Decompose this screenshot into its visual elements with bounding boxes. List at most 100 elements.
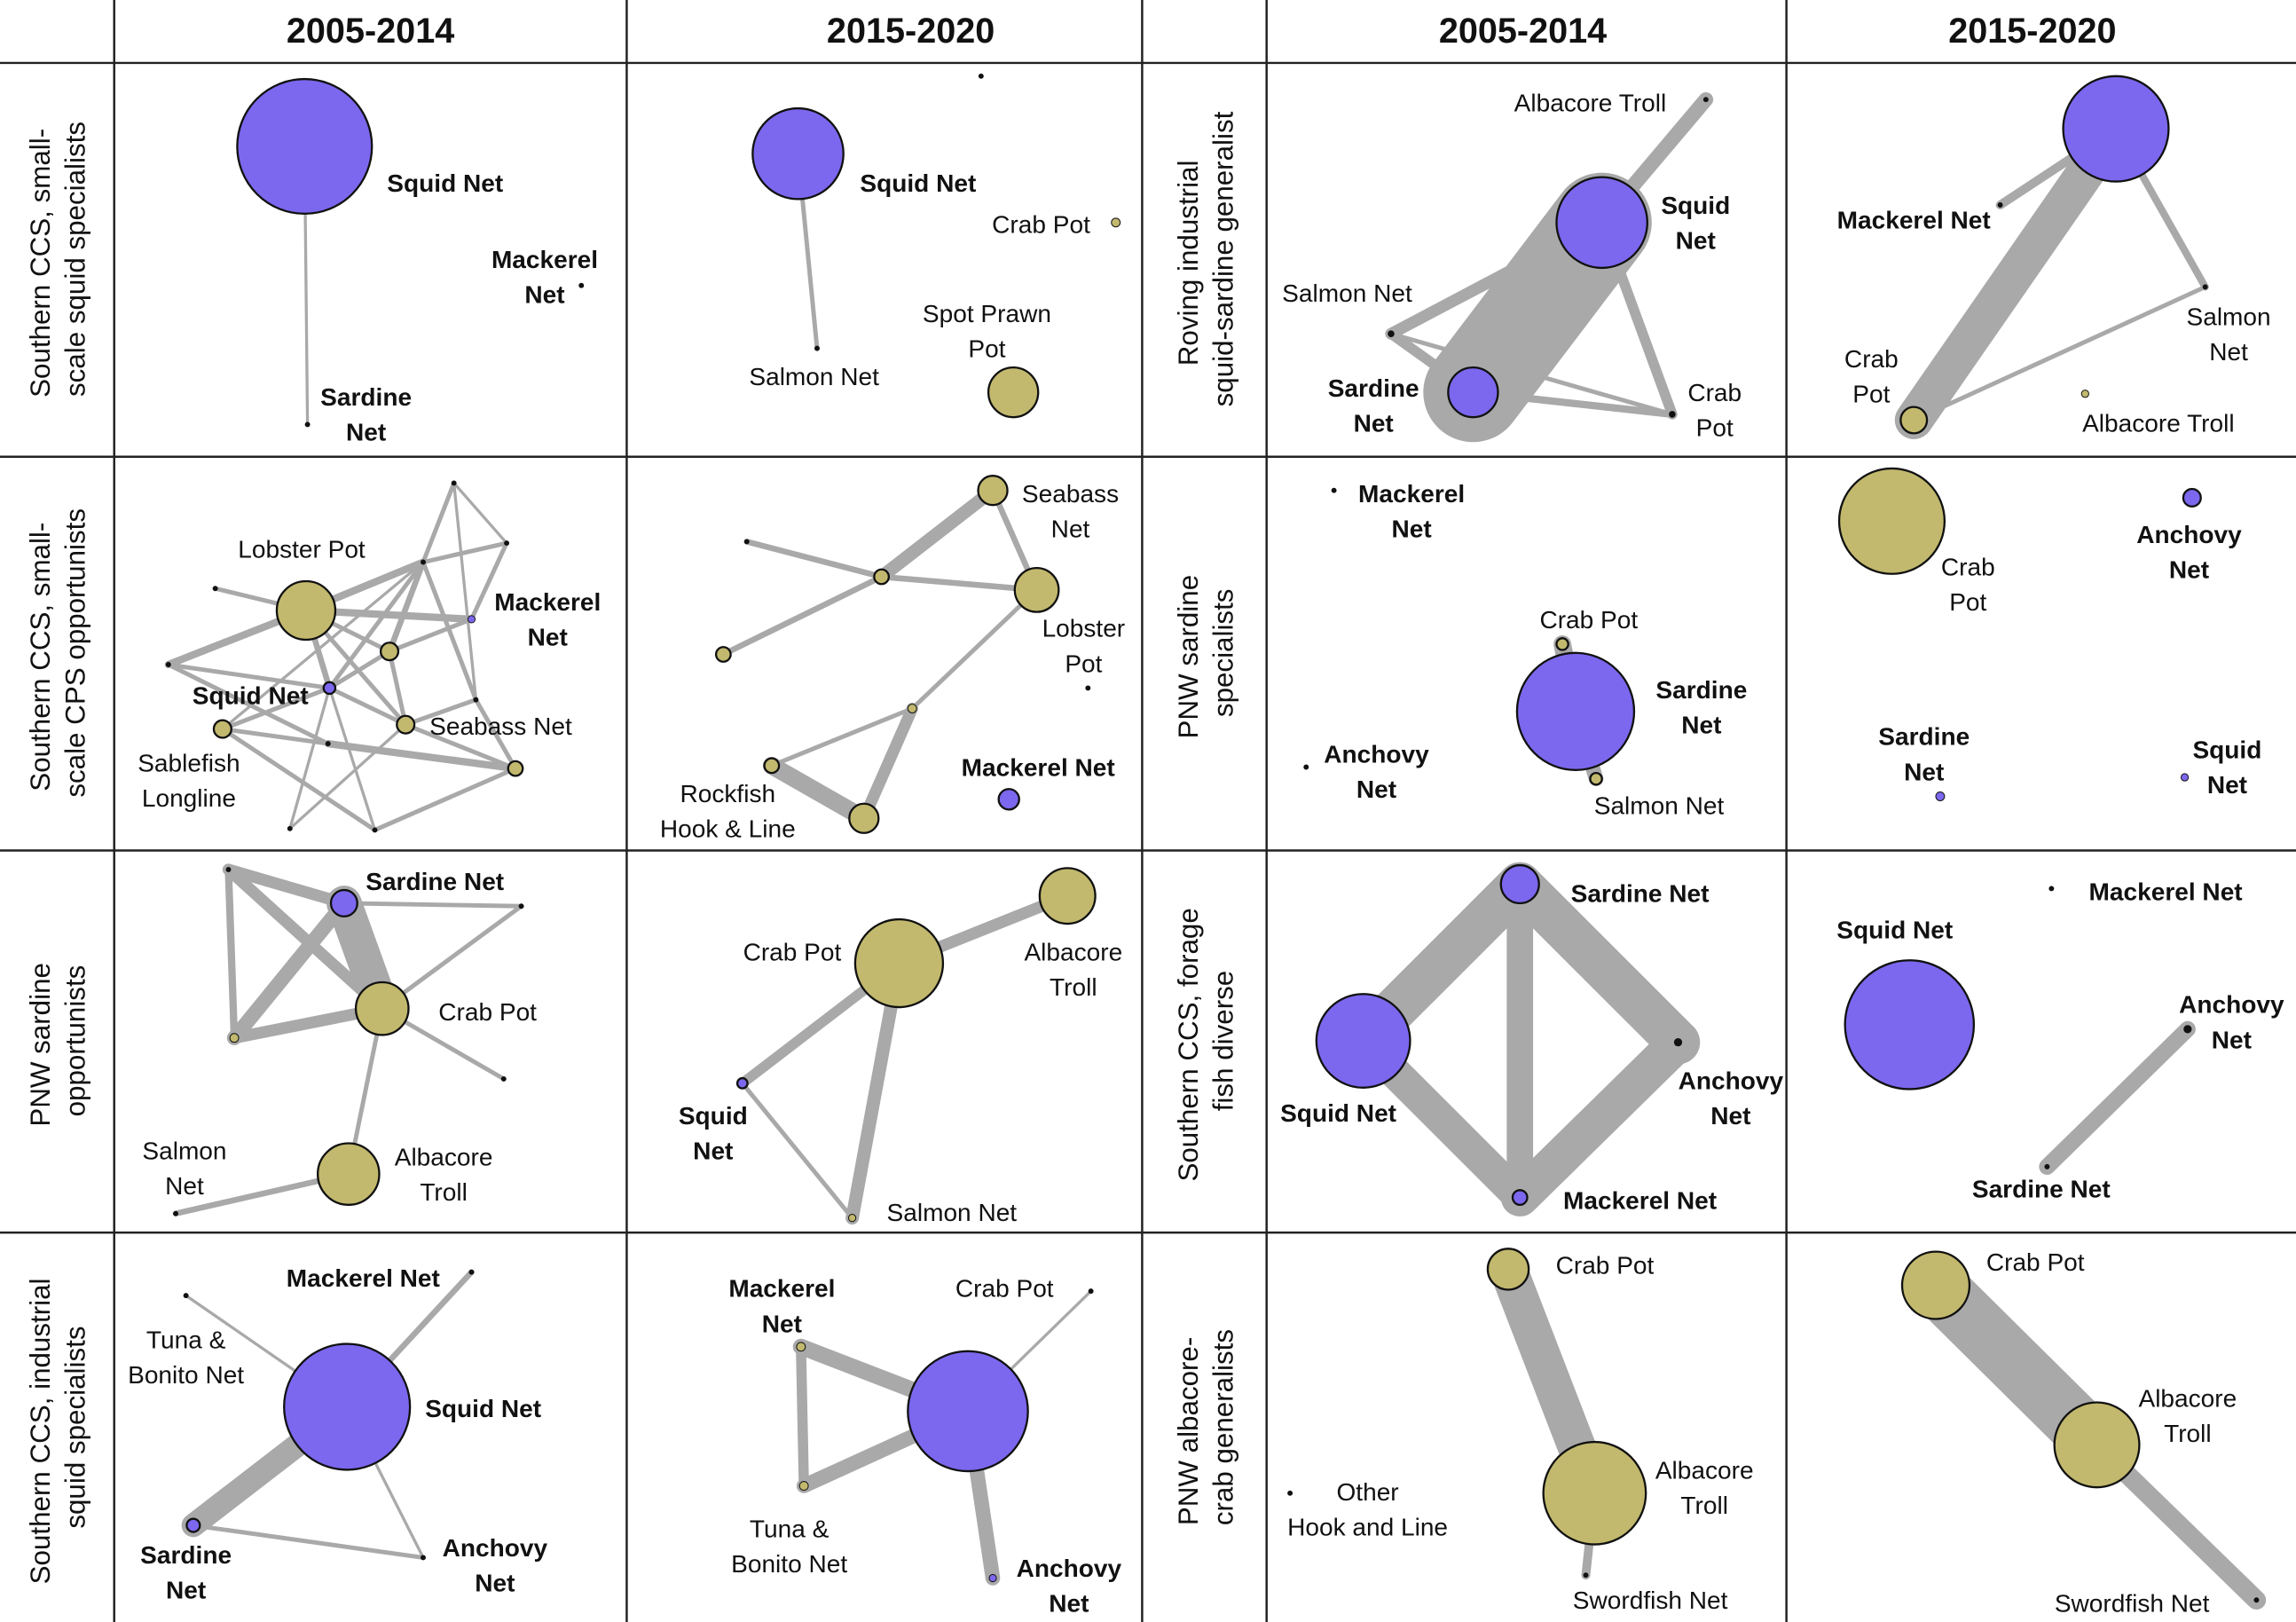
- network-node: [853, 917, 945, 1009]
- column-header: 2015-2020: [1948, 12, 2116, 51]
- node-label: Mackerel Net: [728, 1275, 835, 1338]
- node-label-line: Albacore: [2138, 1384, 2237, 1412]
- network-panel-p2: Squid Net Crab Pot Spot Prawn Pot Salmon Net: [749, 73, 1121, 419]
- node-label: Crab Pot: [1687, 379, 1742, 442]
- network-panel-p8: Crab Pot Anchovy Net Sardine Net Squid Net: [1837, 467, 2261, 801]
- node-label-line: Net: [762, 1310, 802, 1337]
- network-edge: [373, 766, 518, 832]
- node-label-line: Anchovy: [1324, 741, 1429, 768]
- network-edge: [342, 901, 524, 909]
- node-label: Squid Net: [193, 682, 309, 710]
- node-label-line: Squid Net: [387, 169, 503, 197]
- node-label-line: Sardine: [1878, 723, 1970, 751]
- network-node: [2048, 886, 2055, 892]
- network-panel-p4: Mackerel Net Salmon Net Crab Pot Albacore Tro…: [1837, 75, 2271, 439]
- node-label: Anchovy Net: [1324, 741, 1429, 804]
- node-label: Squid Net: [2192, 736, 2261, 799]
- network-node: [507, 760, 524, 777]
- network-node: [1555, 637, 1569, 651]
- network-panel-p12: Mackerel Net Squid Net Anchovy Net Sardine N…: [1836, 878, 2284, 1203]
- node-label-line: Squid: [1661, 192, 1730, 219]
- network-panel-p10: Crab Pot Albacore Troll Squid Net Salmon Net: [679, 867, 1122, 1226]
- network-node: [421, 1555, 426, 1561]
- node-label-line: Crab Pot: [1556, 1251, 1655, 1279]
- network-edge: [191, 1523, 426, 1560]
- network-node: [379, 642, 400, 662]
- network-node: [421, 559, 426, 565]
- node-label-line: Troll: [2164, 1420, 2212, 1447]
- node-label-line: Net: [1051, 515, 1090, 542]
- network-node: [212, 586, 218, 592]
- node-label-line: Squid Net: [425, 1395, 541, 1422]
- network-edge: [875, 484, 1000, 584]
- node-label: Salmon Net: [1594, 791, 1725, 819]
- node-label-line: Seabass Net: [429, 713, 572, 740]
- node-label: Salmon Net: [2187, 303, 2271, 366]
- node-label: Spot Prawn Pot: [923, 300, 1051, 363]
- node-label: Crab Pot: [438, 998, 537, 1026]
- node-label-line: Crab Pot: [743, 938, 842, 965]
- network-node: [504, 540, 510, 547]
- node-label: Squid Net: [1836, 917, 1953, 944]
- network-node: [322, 681, 337, 696]
- node-label-line: Hook and Line: [1287, 1514, 1448, 1541]
- node-label-line: Pot: [1065, 650, 1102, 677]
- network-edge: [720, 573, 885, 657]
- network-node: [978, 73, 984, 79]
- network-node: [2044, 1163, 2050, 1169]
- node-label-line: Sardine: [1655, 676, 1747, 704]
- node-label-line: Albacore Troll: [2082, 410, 2235, 437]
- network-edge: [421, 540, 509, 565]
- node-label-line: Crab Pot: [438, 998, 537, 1026]
- node-label-line: Swordfish Net: [1573, 1587, 1728, 1614]
- node-label-line: Tuna &: [146, 1326, 226, 1353]
- network-node: [275, 579, 337, 642]
- network-node: [317, 1142, 381, 1206]
- node-label-line: Lobster: [1042, 615, 1126, 642]
- network-node: [735, 1076, 749, 1090]
- network-node: [325, 741, 331, 747]
- network-node: [283, 1342, 412, 1471]
- network-edge: [858, 702, 918, 824]
- node-label-line: Crab: [1687, 379, 1742, 406]
- node-label: Seabass Net: [429, 713, 572, 740]
- node-label: Mackerel Net: [1563, 1187, 1717, 1215]
- network-node: [1935, 791, 1946, 801]
- network-node: [1589, 771, 1603, 786]
- node-label-line: Squid: [679, 1102, 748, 1130]
- node-label-line: Sardine: [140, 1541, 232, 1569]
- node-label: Squid Net: [679, 1102, 748, 1165]
- node-label: Sardine Net: [1328, 374, 1419, 437]
- node-label: Sardine Net: [366, 868, 504, 895]
- network-panel-p14: Mackerel Net Crab Pot Tuna & Bonito Net Ancho…: [728, 1275, 1121, 1618]
- node-label: Albacore Troll: [395, 1143, 493, 1206]
- node-label: Sardine Net: [140, 1541, 232, 1604]
- node-label-line: Squid Net: [860, 169, 976, 197]
- node-label-line: Net: [524, 281, 564, 309]
- node-label-line: Net: [475, 1569, 515, 1596]
- network-node: [873, 568, 891, 586]
- network-edge: [387, 649, 408, 728]
- network-panel-p13: Mackerel Net Tuna & Bonito Net Squid Net Anc…: [128, 1264, 547, 1603]
- network-node: [1900, 1250, 1971, 1320]
- node-label-line: Bonito Net: [731, 1550, 847, 1578]
- network-node: [329, 888, 358, 917]
- network-node: [977, 475, 1009, 507]
- node-label: Squid Net: [1280, 1099, 1396, 1127]
- network-edge: [473, 697, 518, 771]
- node-label-line: Net: [1049, 1589, 1089, 1617]
- node-label: Swordfish Net: [1573, 1587, 1728, 1614]
- network-node: [372, 827, 378, 833]
- network-node: [1844, 959, 1976, 1091]
- node-label-line: Crab: [1844, 345, 1899, 373]
- network-edge: [796, 1342, 809, 1492]
- network-edge: [403, 697, 478, 728]
- network-edge: [769, 706, 915, 768]
- network-node: [2202, 284, 2208, 290]
- node-label: Albacore Troll: [1514, 89, 1667, 116]
- node-label-line: Salmon Net: [1594, 791, 1725, 819]
- network-node: [1899, 406, 1929, 435]
- node-label-line: Tuna &: [750, 1515, 830, 1542]
